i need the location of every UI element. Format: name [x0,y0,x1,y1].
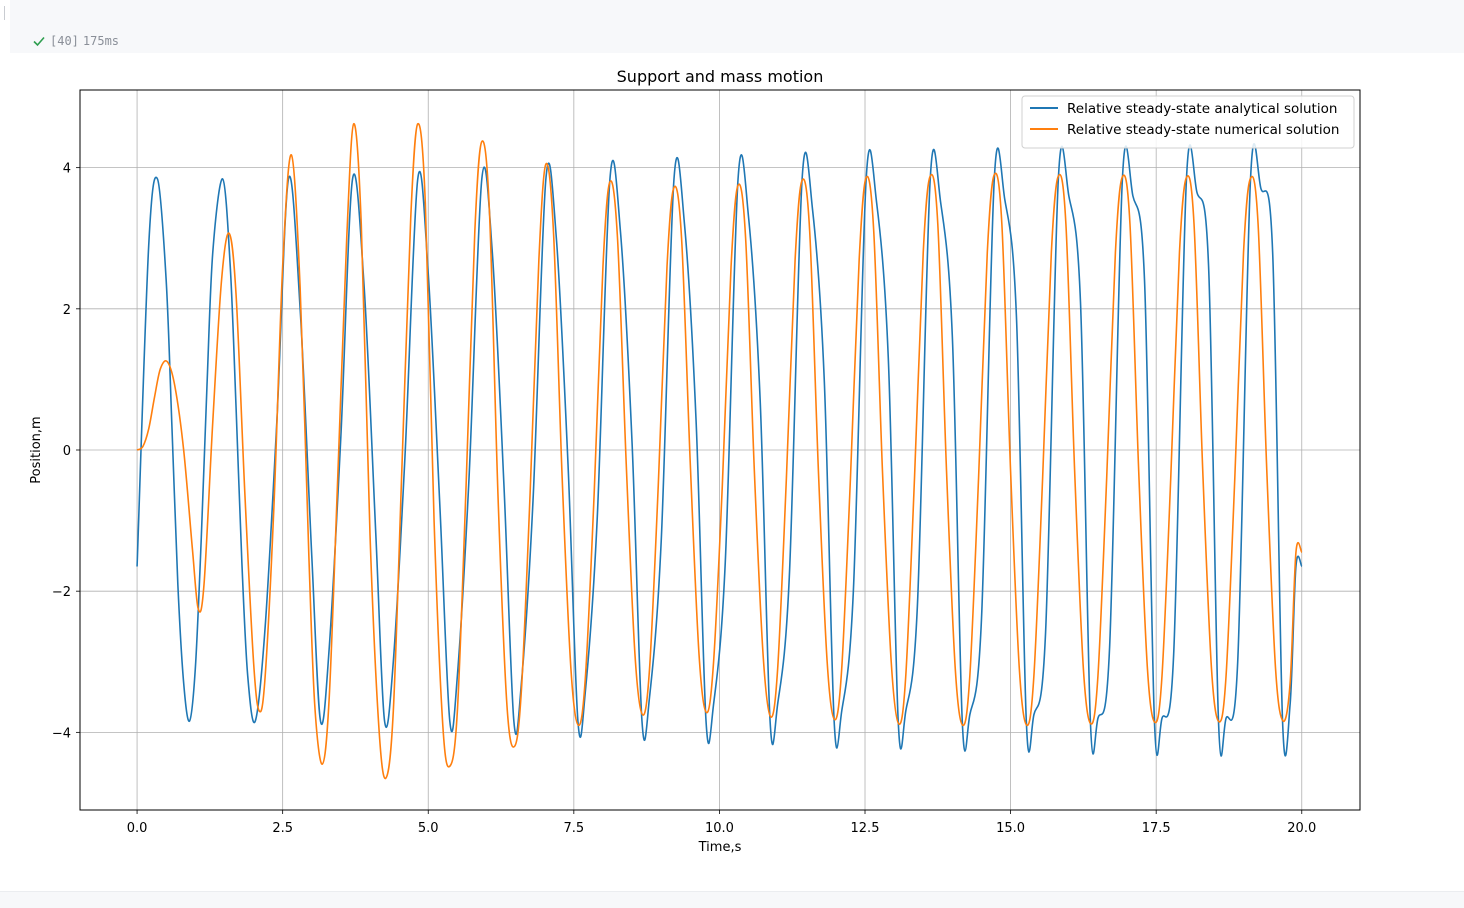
legend: Relative steady-state analytical solutio… [1021,95,1355,149]
x-tick-label: 12.5 [851,821,880,836]
cell-output: 0.0 2.5 5.0 7.5 10.0 12.5 15.0 17.5 20.0 −4 −2 0 2 4 … [0,53,1464,891]
x-tick-label: 20.0 [1287,821,1316,836]
y-tick-label: 2 [63,303,71,318]
line-chart: 0.0 2.5 5.0 7.5 10.0 12.5 15.0 17.5 20.0−4−2024 … [29,67,1361,855]
series-layer [136,122,1303,780]
x-tick-label: 0.0 [127,821,148,836]
y-axis-label: Position,m [29,416,44,483]
legend-box [1021,95,1355,149]
x-tick-label: 5.0 [418,821,439,836]
checkmark-icon [33,36,45,47]
ticks: 0.0 2.5 5.0 7.5 10.0 12.5 15.0 17.5 20.0 −4 −2 0 2 4 [52,162,1316,836]
legend-label-analytical: Relative steady-state analytical solutio… [1067,101,1337,117]
code-cell-footer: [40] 175ms [10,0,1464,53]
x-tick-label: 15.0 [996,821,1025,836]
execution-count: [40] [50,34,79,48]
x-tick-label: 2.5 [272,821,293,836]
y-tick-label: −2 [52,585,71,600]
grid [80,90,1360,810]
y-tick-label: −4 [52,726,71,741]
x-axis-label: Time,s [698,840,742,855]
x-tick-label: 10.0 [705,821,734,836]
x-tick-label: 17.5 [1142,821,1171,836]
y-tick-label: 4 [63,162,71,177]
chart-title: Support and mass motion [617,67,824,86]
legend-label-numerical: Relative steady-state numerical solution [1067,122,1339,138]
series-line-analytical [136,143,1303,757]
y-tick-label: 0 [63,444,71,459]
series-line-numerical [136,122,1303,780]
next-cell-strip [0,891,1464,908]
execution-status: [40] 175ms [32,33,119,49]
cell-gutter-marker [0,6,5,20]
execution-duration: 175ms [82,34,120,48]
x-tick-label: 7.5 [563,821,584,836]
